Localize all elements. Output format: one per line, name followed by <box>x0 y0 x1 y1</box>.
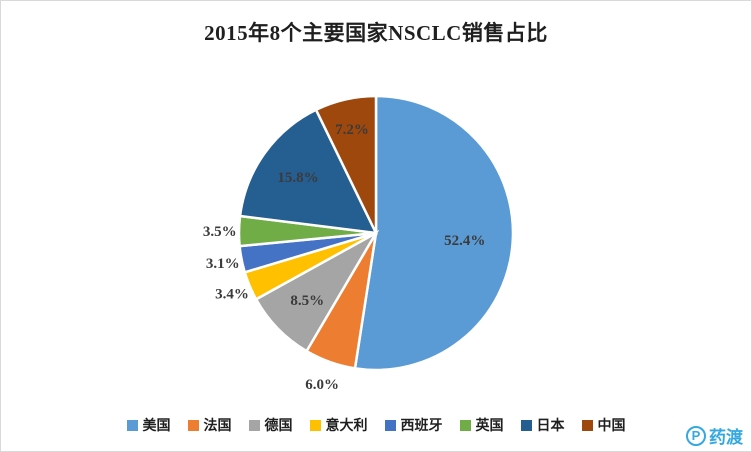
legend-label: 美国 <box>142 419 171 434</box>
pie-label-6: 15.8% <box>277 170 318 186</box>
pie-slice-7 <box>314 94 378 234</box>
pie-label-0: 52.4% <box>444 233 485 249</box>
watermark-logo-icon: P <box>686 425 706 446</box>
legend-swatch-icon <box>126 419 138 431</box>
legend-item-6: 日本 <box>520 415 565 435</box>
watermark: P 药渡 <box>686 423 743 448</box>
pie-label-2: 8.5% <box>290 293 324 309</box>
legend-label: 西班牙 <box>400 419 443 434</box>
legend-label: 英国 <box>475 419 504 434</box>
legend-swatch-icon <box>581 419 593 431</box>
legend-swatch-icon <box>248 419 260 431</box>
legend-label: 德国 <box>264 419 293 434</box>
legend-label: 意大利 <box>325 419 368 434</box>
legend-swatch-icon <box>520 419 532 431</box>
pie-label-5: 3.5% <box>203 224 237 240</box>
legend-item-5: 英国 <box>459 415 504 435</box>
legend-swatch-icon <box>309 419 321 431</box>
pie-slice-0 <box>353 94 515 372</box>
legend-swatch-icon <box>459 419 471 431</box>
legend-item-3: 意大利 <box>309 415 368 435</box>
legend-item-0: 美国 <box>126 415 171 435</box>
legend-item-7: 中国 <box>581 415 626 435</box>
chart-title: 2015年8个主要国家NSCLC销售占比 <box>204 21 548 45</box>
legend-label: 中国 <box>597 419 626 434</box>
pie-slice-6 <box>238 108 379 235</box>
legend-swatch-icon <box>384 419 396 431</box>
legend-label: 日本 <box>536 419 565 434</box>
pie-label-3: 3.4% <box>215 287 249 303</box>
pie-label-7: 7.2% <box>335 122 369 138</box>
legend: 美国 法国 德国 意大利 西班牙 英国 日本 中国 <box>1 415 751 435</box>
legend-item-1: 法国 <box>187 415 232 435</box>
legend-swatch-icon <box>187 419 199 431</box>
pie-label-1: 6.0% <box>305 377 339 393</box>
legend-item-2: 德国 <box>248 415 293 435</box>
watermark-text: 药渡 <box>709 428 743 447</box>
legend-label: 法国 <box>203 419 232 434</box>
legend-item-4: 西班牙 <box>384 415 443 435</box>
pie-label-4: 3.1% <box>206 256 240 272</box>
